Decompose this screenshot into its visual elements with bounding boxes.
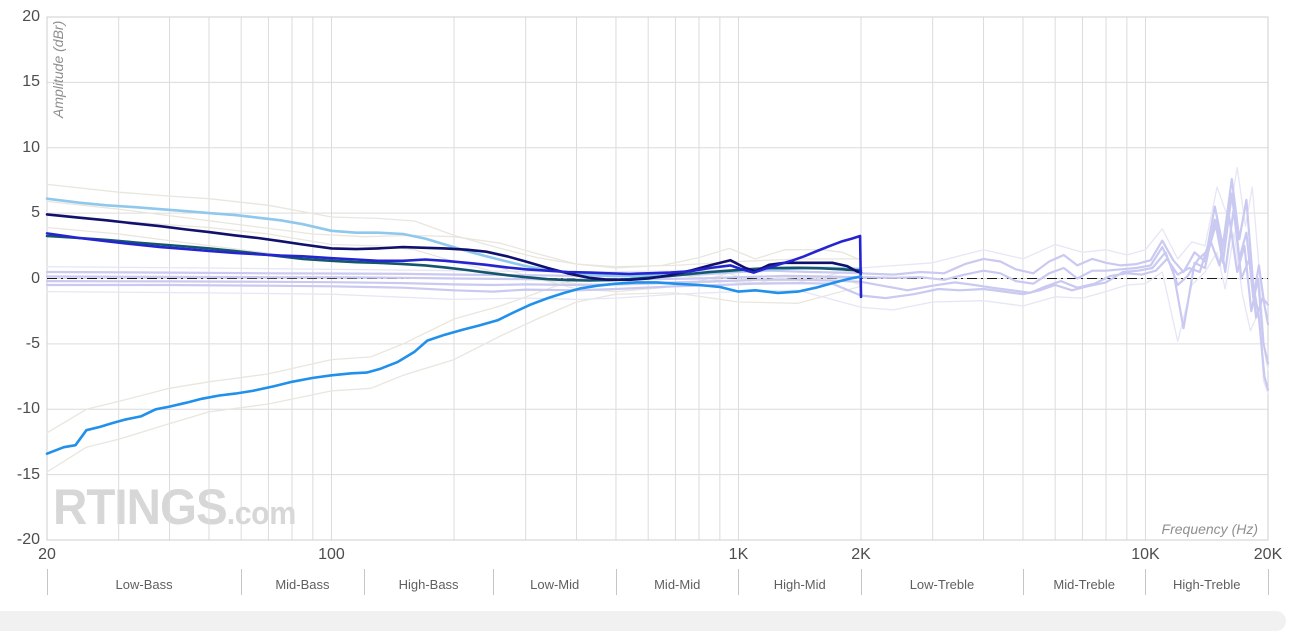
band-boundary-tick	[363, 569, 365, 595]
x-tick-label: 100	[318, 546, 345, 563]
y-tick-label: 20	[22, 8, 40, 25]
x-tick-label: 2K	[851, 546, 871, 563]
band-boundary-tick	[738, 569, 740, 595]
band-boundary-tick	[861, 569, 862, 595]
x-tick-label: 20	[38, 546, 56, 563]
series-teal	[45, 234, 863, 282]
band-boundary-tick	[241, 569, 243, 595]
y-tick-label: -20	[16, 531, 40, 548]
y-tick-label: 0	[31, 269, 40, 287]
watermark-suffix: .com	[226, 495, 297, 531]
band-label: High-Mid	[773, 577, 826, 592]
band-label: Mid-Bass	[275, 577, 330, 592]
x-axis-title: Frequency (Hz)	[1161, 521, 1258, 537]
band-boundary-tick	[1022, 569, 1024, 595]
x-tick-label: 20K	[1253, 546, 1283, 563]
series-envelope-sky-upper	[46, 183, 862, 268]
series-lavender-d	[45, 205, 1270, 319]
band-boundary-tick	[1268, 569, 1269, 595]
y-tick-label: -15	[16, 465, 40, 483]
series-envelope-lavender-upper	[46, 166, 1269, 371]
band-label: Mid-Mid	[654, 577, 701, 592]
y-axis-title: Amplitude (dBr)	[50, 20, 66, 118]
band-label: High-Bass	[398, 577, 459, 592]
watermark-brand: RTINGS	[53, 479, 228, 535]
band-label: Low-Bass	[115, 577, 173, 592]
y-tick-label: -10	[16, 400, 40, 418]
series-lavender-c	[45, 212, 1270, 365]
watermark: RTINGS.com	[53, 478, 296, 536]
band-label: High-Treble	[1173, 577, 1241, 592]
y-tick-label: -5	[25, 334, 40, 352]
series-envelope-navy-upper	[46, 200, 862, 269]
band-boundary-tick	[493, 569, 495, 595]
series-royal-blue	[45, 232, 863, 299]
y-tick-label: 15	[22, 73, 40, 91]
band-boundary-tick	[47, 569, 48, 595]
band-label: Low-Mid	[530, 577, 580, 592]
y-tick-label: 5	[31, 204, 40, 222]
series-envelope-lavender-lower	[46, 232, 1269, 395]
series-bright-blue	[45, 275, 863, 456]
bottom-bar	[0, 611, 1286, 631]
series-navy	[45, 213, 863, 282]
x-tick-label: 10K	[1131, 546, 1160, 563]
band-boundary-tick	[1145, 569, 1147, 595]
band-boundary-tick	[615, 569, 617, 595]
band-label: Low-Treble	[909, 577, 975, 592]
y-tick-label: 10	[22, 138, 40, 156]
band-label: Mid-Treble	[1053, 577, 1116, 592]
x-tick-label: 1K	[728, 546, 749, 563]
